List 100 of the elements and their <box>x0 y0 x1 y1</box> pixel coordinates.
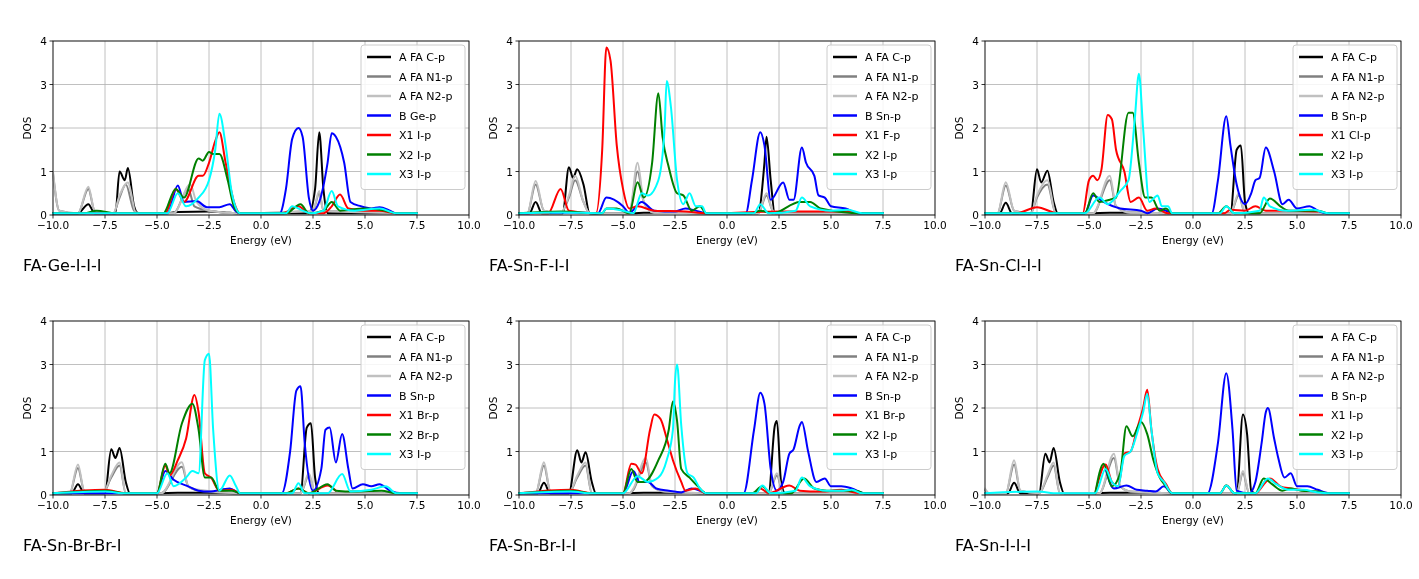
x-tick-label: −7.5 <box>1024 499 1050 511</box>
x-tick-label: 0.0 <box>718 219 736 231</box>
x-tick-label: −5.0 <box>610 219 636 231</box>
y-tick-label: 0 <box>972 209 979 221</box>
y-axis-title: DOS <box>21 396 33 420</box>
x-tick-label: 0.0 <box>1184 499 1202 511</box>
y-tick-label: 1 <box>972 165 979 178</box>
legend-label: X1 F-p <box>865 129 901 142</box>
x-axis-title: Energy (eV) <box>230 234 292 246</box>
legend-label: X2 I-p <box>1331 148 1364 162</box>
x-tick-label: 5.0 <box>356 219 374 231</box>
y-tick-label: 4 <box>972 315 980 327</box>
legend-label: B Sn-p <box>865 109 901 123</box>
legend-label: X2 I-p <box>865 428 898 442</box>
legend-label: X1 I-p <box>399 129 432 142</box>
legend-label: X3 I-p <box>865 168 898 181</box>
x-axis-title: Energy (eV) <box>1162 514 1224 526</box>
x-tick-label: 0.0 <box>1184 219 1202 231</box>
x-tick-label: −2.5 <box>662 219 688 231</box>
x-tick-label: −10.0 <box>968 219 1002 231</box>
y-tick-label: 3 <box>972 78 979 91</box>
y-axis-title: DOS <box>21 116 33 140</box>
x-tick-label: 10.0 <box>923 499 947 511</box>
y-tick-label: 4 <box>40 315 48 327</box>
x-tick-label: −10.0 <box>36 499 70 511</box>
legend-label: X2 I-p <box>1331 428 1364 442</box>
y-tick-label: 0 <box>40 489 47 501</box>
x-tick-label: 5.0 <box>822 219 840 231</box>
x-tick-label: 2.5 <box>1236 499 1254 511</box>
legend-label: A FA C-p <box>865 51 912 64</box>
legend-label: B Ge-p <box>399 109 437 123</box>
legend-label: X3 I-p <box>399 168 432 181</box>
y-tick-label: 1 <box>506 165 513 178</box>
legend-label: A FA C-p <box>865 331 912 344</box>
legend-label: A FA N1-p <box>865 70 919 84</box>
x-tick-label: −5.0 <box>1076 499 1102 511</box>
legend-label: A FA N2-p <box>399 90 453 103</box>
y-tick-label: 2 <box>972 402 979 414</box>
x-tick-label: 7.5 <box>874 499 892 511</box>
legend-label: A FA N2-p <box>865 370 919 383</box>
y-tick-label: 3 <box>506 78 513 91</box>
y-axis-title: DOS <box>953 116 965 140</box>
y-tick-label: 4 <box>506 35 514 47</box>
x-tick-label: 5.0 <box>1288 499 1306 511</box>
legend-label: A FA C-p <box>399 51 446 64</box>
y-tick-label: 3 <box>506 358 513 371</box>
x-tick-label: −2.5 <box>1128 499 1154 511</box>
x-tick-label: −7.5 <box>92 219 118 231</box>
legend-label: X3 I-p <box>865 448 898 461</box>
text: FA-Sn-I-I-I <box>955 536 1031 555</box>
x-tick-label: 10.0 <box>457 499 481 511</box>
y-tick-label: 2 <box>506 122 513 134</box>
x-tick-label: 10.0 <box>1389 499 1413 511</box>
y-axis-title: DOS <box>953 396 965 420</box>
legend-label: A FA N2-p <box>865 90 919 103</box>
y-tick-label: 0 <box>506 489 513 501</box>
y-tick-label: 3 <box>40 78 47 91</box>
y-tick-label: 4 <box>40 35 48 47</box>
x-tick-label: −10.0 <box>502 219 536 231</box>
x-tick-label: −5.0 <box>144 219 170 231</box>
text: FA-Ge-I-I-I <box>23 256 102 275</box>
x-tick-label: −10.0 <box>968 499 1002 511</box>
y-tick-label: 2 <box>506 402 513 414</box>
legend-label: A FA N1-p <box>1331 70 1385 84</box>
x-tick-label: −2.5 <box>196 219 222 231</box>
legend-label: A FA C-p <box>399 331 446 344</box>
y-tick-label: 3 <box>972 358 979 371</box>
legend-label: X3 I-p <box>1331 168 1364 181</box>
x-tick-label: 10.0 <box>923 219 947 231</box>
y-tick-label: 4 <box>972 35 980 47</box>
x-tick-label: −5.0 <box>610 499 636 511</box>
x-tick-label: 7.5 <box>1340 219 1358 231</box>
legend-label: X1 Br-p <box>865 409 906 422</box>
legend-label: B Sn-p <box>399 389 435 403</box>
x-tick-label: 7.5 <box>874 219 892 231</box>
legend-label: A FA N1-p <box>1331 350 1385 364</box>
text: FA-Sn-F-I-I <box>489 256 570 275</box>
x-tick-label: −7.5 <box>92 499 118 511</box>
x-axis-title: Energy (eV) <box>696 514 758 526</box>
text: FA-Sn-Br-Br-I <box>23 536 122 555</box>
legend-label: B Sn-p <box>1331 109 1367 123</box>
legend-label: A FA N1-p <box>865 350 919 364</box>
x-tick-label: 5.0 <box>1288 219 1306 231</box>
x-tick-label: −10.0 <box>502 499 536 511</box>
x-tick-label: 10.0 <box>457 219 481 231</box>
legend-label: A FA C-p <box>1331 331 1378 344</box>
x-tick-label: 2.5 <box>304 499 322 511</box>
legend-label: B Sn-p <box>865 389 901 403</box>
x-tick-label: −2.5 <box>1128 219 1154 231</box>
legend-label: X1 Cl-p <box>1331 129 1371 142</box>
y-tick-label: 0 <box>40 209 47 221</box>
x-tick-label: 0.0 <box>252 499 270 511</box>
y-tick-label: 3 <box>40 358 47 371</box>
y-tick-label: 0 <box>972 489 979 501</box>
x-tick-label: 2.5 <box>770 219 788 231</box>
x-tick-label: 7.5 <box>408 499 426 511</box>
y-axis-title: DOS <box>487 396 499 420</box>
x-tick-label: 7.5 <box>408 219 426 231</box>
legend-label: X2 I-p <box>865 148 898 162</box>
x-tick-label: 5.0 <box>822 499 840 511</box>
